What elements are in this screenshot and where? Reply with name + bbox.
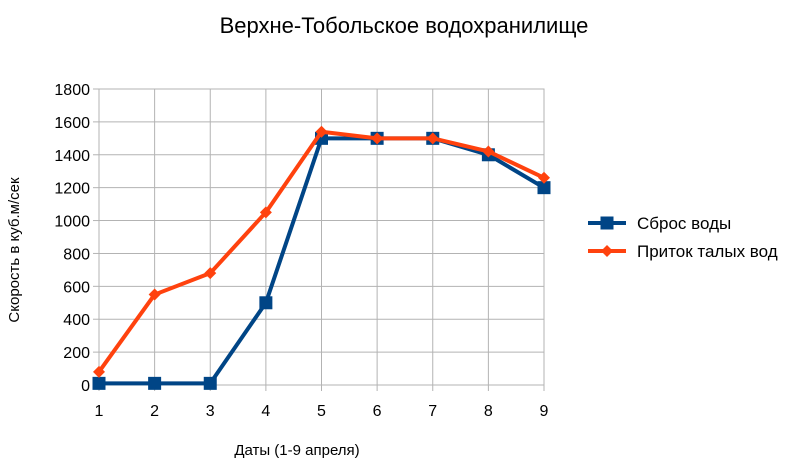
x-tick-label: 8 xyxy=(484,403,493,420)
y-axis-label: Скорость в куб.м/сек xyxy=(6,177,23,323)
x-axis-label: Даты (1-9 апреля) xyxy=(234,442,359,459)
y-tick-label: 1000 xyxy=(54,214,90,231)
legend-label: Приток талых вод xyxy=(637,242,778,261)
data-point xyxy=(538,171,550,184)
data-point xyxy=(203,376,217,390)
y-tick-label: 600 xyxy=(63,279,90,296)
data-point xyxy=(148,376,162,390)
y-tick-label: 1600 xyxy=(54,115,90,132)
data-point xyxy=(482,145,495,158)
x-tick-label: 9 xyxy=(540,403,549,420)
data-point xyxy=(93,365,105,378)
x-tick-label: 5 xyxy=(317,403,326,420)
y-tick-label: 1400 xyxy=(54,148,90,165)
x-tick-label: 3 xyxy=(206,403,215,420)
legend-item: Приток талых вод xyxy=(588,242,778,261)
y-tick-label: 1800 xyxy=(54,82,90,99)
data-point xyxy=(537,181,551,195)
legend-marker xyxy=(601,245,613,257)
data-point xyxy=(92,376,106,390)
y-tick-label: 800 xyxy=(63,246,90,263)
y-tick-label: 1200 xyxy=(54,181,90,198)
y-tick-labels: 0 200 400 600 800 1000 1200 1400 1600 1800 xyxy=(54,82,90,395)
chart-title: Верхне-Тобольское водохранилище xyxy=(220,13,589,38)
x-tick-label: 1 xyxy=(95,403,104,420)
plot-frame xyxy=(98,88,545,386)
data-point xyxy=(259,206,272,219)
data-point xyxy=(426,132,439,145)
legend: Сброс воды Приток талых вод xyxy=(588,214,778,261)
data-point xyxy=(315,125,328,138)
series-layer xyxy=(92,125,551,390)
y-tick-label: 200 xyxy=(63,345,90,362)
x-tick-labels: 1 2 3 4 5 6 7 8 9 xyxy=(95,403,549,420)
legend-label: Сброс воды xyxy=(637,214,731,233)
x-tick-label: 4 xyxy=(261,403,270,420)
x-tick-label: 6 xyxy=(373,403,382,420)
y-tick-label: 0 xyxy=(81,378,90,395)
data-point xyxy=(371,132,384,145)
data-point xyxy=(148,288,161,301)
legend-item: Сброс воды xyxy=(588,214,731,233)
x-tick-label: 7 xyxy=(428,403,437,420)
data-point xyxy=(259,296,273,310)
legend-marker xyxy=(600,216,614,230)
series-2 xyxy=(93,125,550,378)
x-tick-label: 2 xyxy=(150,403,159,420)
y-tick-label: 400 xyxy=(63,312,90,329)
data-point xyxy=(204,267,217,280)
